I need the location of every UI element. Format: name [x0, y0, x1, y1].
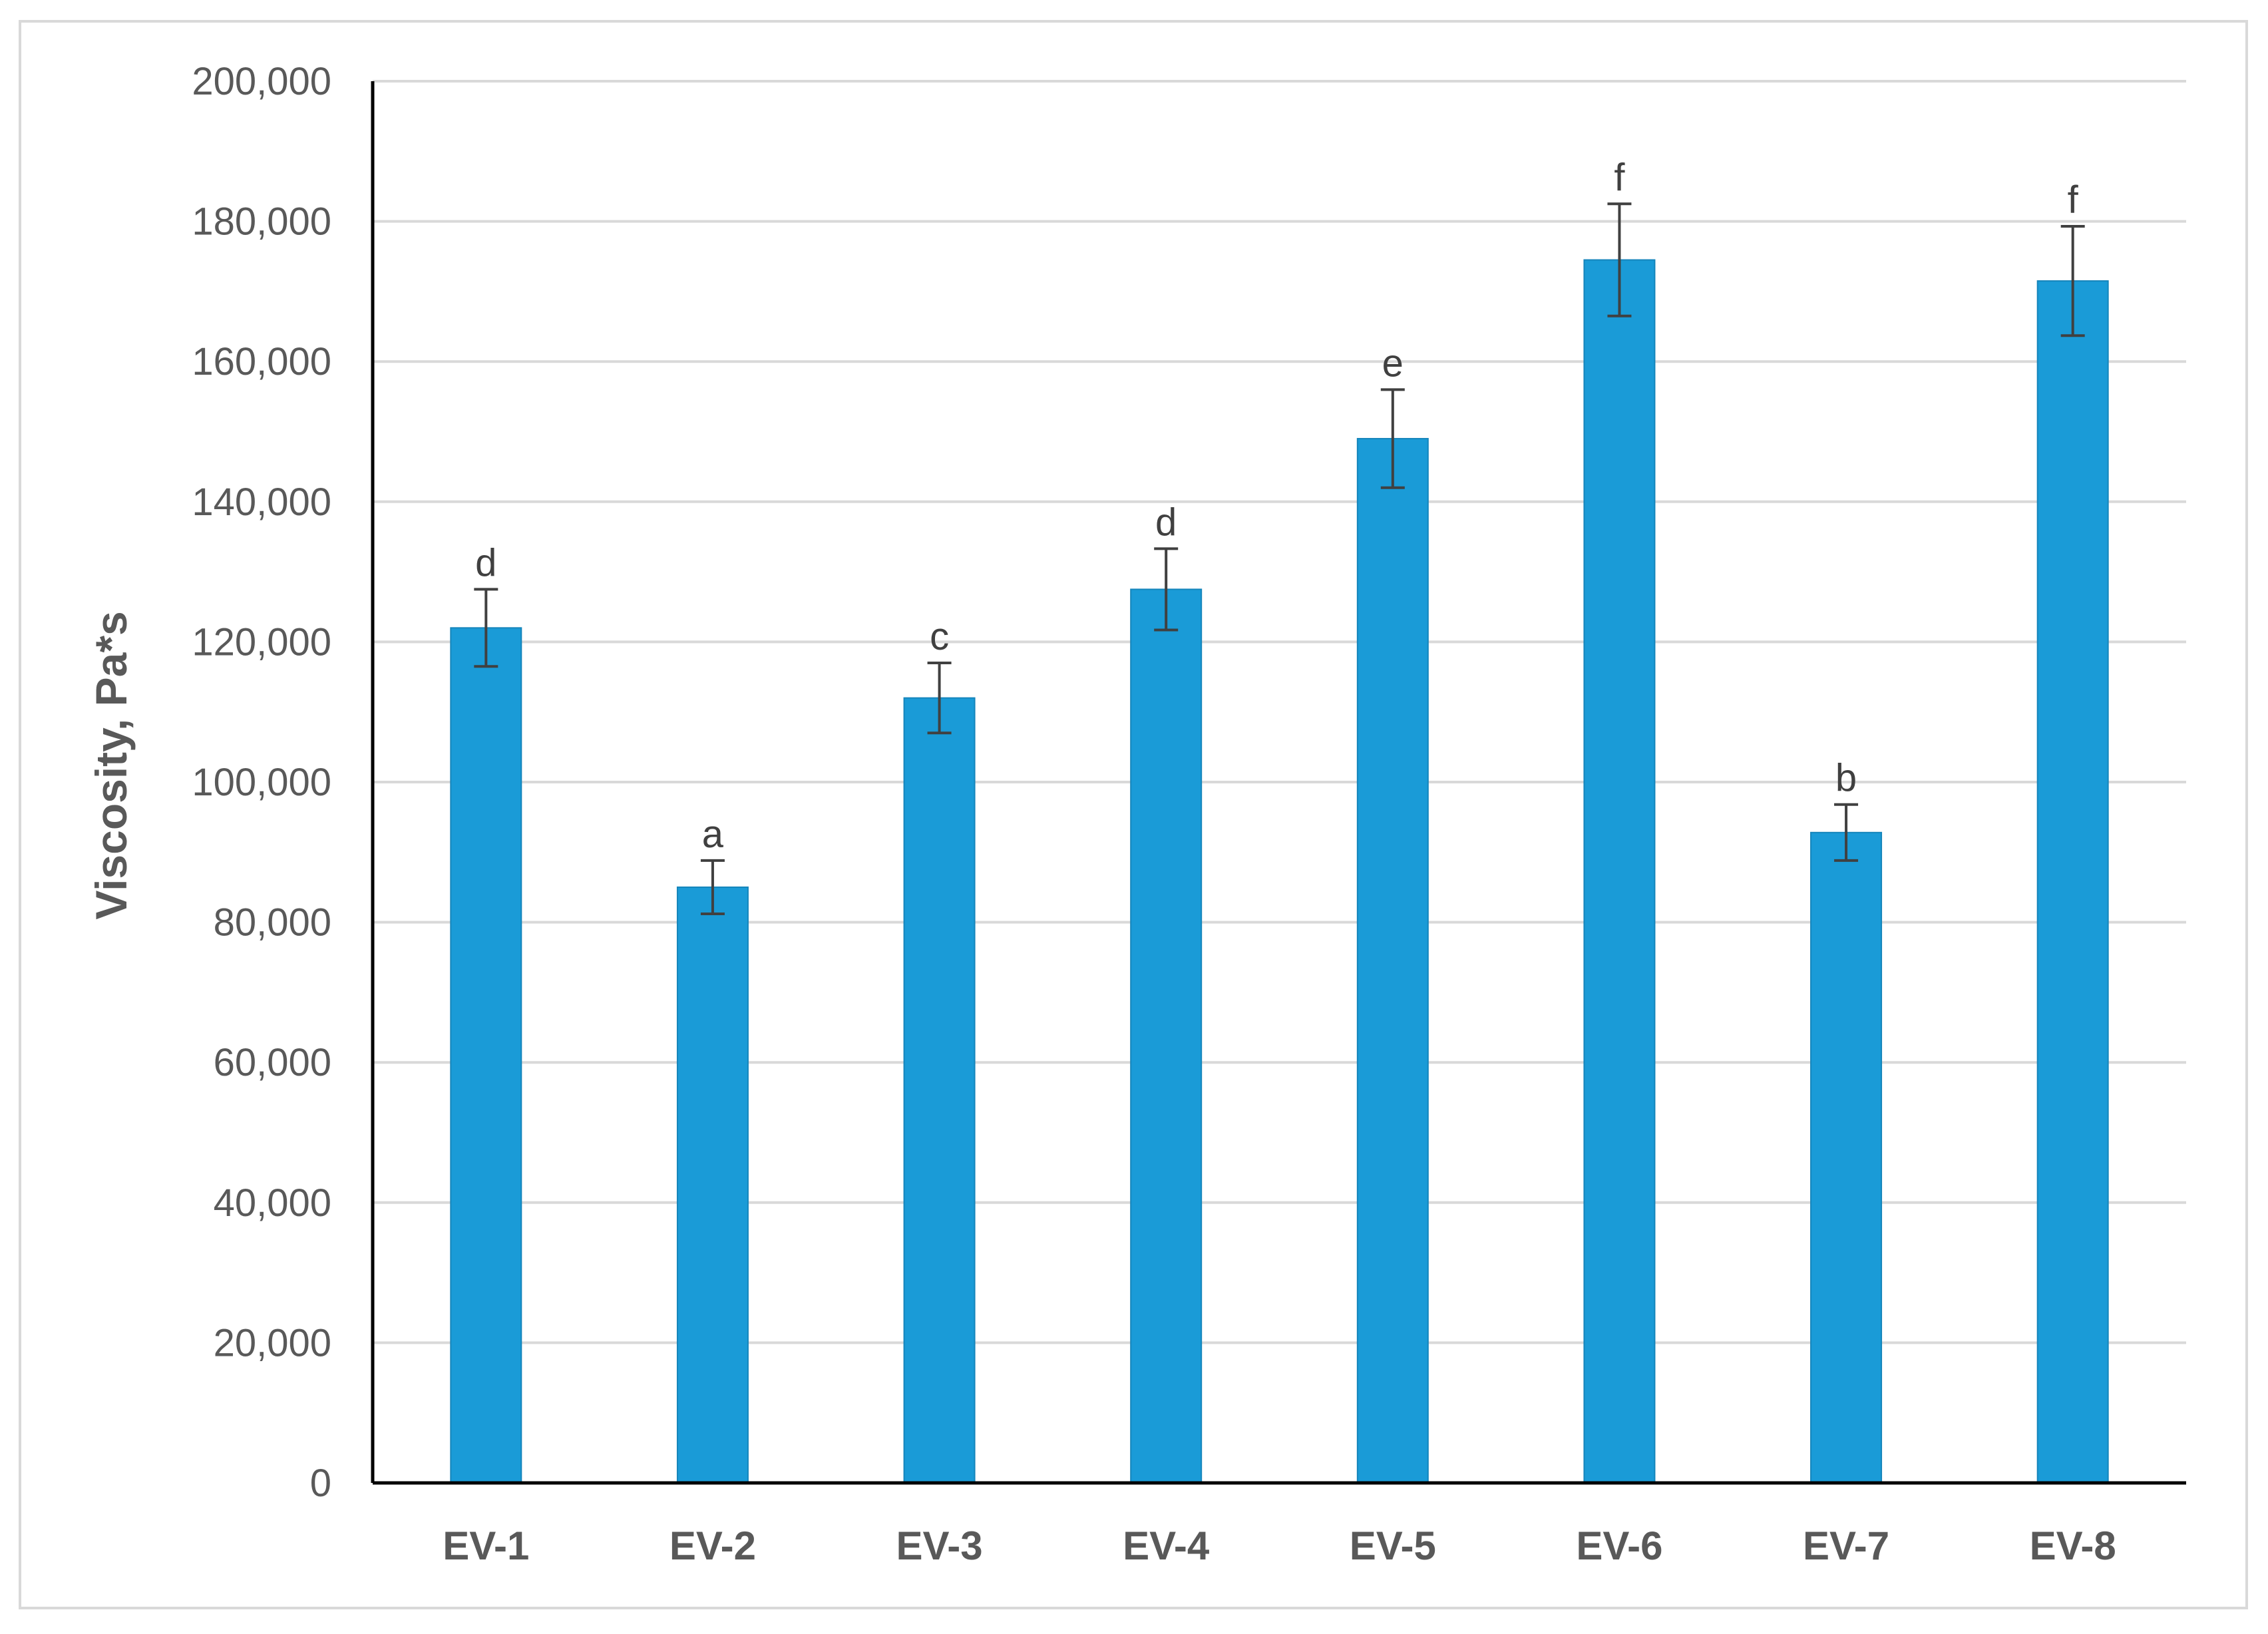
- y-tick-label: 80,000: [214, 901, 331, 944]
- y-tick-labels: 0 20,000 40,000 60,000 80,000 100,000 120,000 1…: [192, 60, 331, 1505]
- x-category-label: EV-1: [443, 1524, 529, 1568]
- y-tick-label: 120,000: [192, 620, 331, 664]
- error-bar: [1154, 547, 1179, 632]
- x-category-label: EV-3: [896, 1524, 983, 1568]
- bars: [450, 259, 2109, 1484]
- x-category-label: EV-5: [1350, 1524, 1436, 1568]
- y-tick-label: 20,000: [214, 1321, 331, 1364]
- x-category-label: EV-8: [2030, 1524, 2116, 1568]
- x-category-label: EV-2: [669, 1524, 756, 1568]
- significance-label: a: [702, 813, 724, 856]
- y-tick-label: 200,000: [192, 60, 331, 103]
- bar-ev-2: [676, 886, 749, 1484]
- bar-ev-6: [1583, 259, 1656, 1484]
- gridlines: [373, 80, 2186, 1344]
- bar-ev-7: [1810, 831, 1883, 1484]
- error-bar: [1834, 803, 1859, 862]
- bar-ev-4: [1130, 588, 1203, 1484]
- y-axis-title: Viscosity, Pa*s: [87, 611, 136, 920]
- axes: [371, 81, 2186, 1485]
- x-category-label: EV-4: [1123, 1524, 1210, 1568]
- significance-labels: d a c d e f b f: [475, 156, 2078, 856]
- error-bar: [2060, 224, 2085, 337]
- bar-ev-8: [2036, 280, 2109, 1484]
- y-tick-label: 160,000: [192, 340, 331, 383]
- error-bar: [927, 661, 952, 735]
- bar-ev-3: [903, 697, 976, 1484]
- x-category-label: EV-7: [1803, 1524, 1889, 1568]
- significance-label: d: [475, 541, 496, 584]
- error-bar: [1380, 388, 1405, 489]
- significance-label: d: [1155, 501, 1177, 544]
- error-bar: [474, 588, 498, 668]
- y-tick-label: 140,000: [192, 481, 331, 524]
- x-category-labels: EV-1 EV-2 EV-3 EV-4 EV-5 EV-6 EV-7 EV-8: [443, 1524, 2116, 1568]
- y-tick-label: 100,000: [192, 761, 331, 804]
- error-bar: [1607, 202, 1632, 317]
- x-category-label: EV-6: [1576, 1524, 1662, 1568]
- y-tick-label: 180,000: [192, 200, 331, 244]
- error-bars: [474, 202, 2085, 915]
- significance-label: e: [1382, 341, 1404, 385]
- y-tick-label: 40,000: [214, 1181, 331, 1225]
- bar-ev-1: [450, 627, 522, 1484]
- y-tick-label: 60,000: [214, 1041, 331, 1084]
- significance-label: b: [1835, 757, 1857, 800]
- y-tick-label: 0: [310, 1462, 331, 1505]
- significance-label: f: [2068, 178, 2079, 222]
- significance-label: f: [1614, 156, 1625, 199]
- bar-ev-5: [1356, 438, 1429, 1484]
- significance-label: c: [930, 615, 949, 658]
- error-bar: [700, 859, 725, 915]
